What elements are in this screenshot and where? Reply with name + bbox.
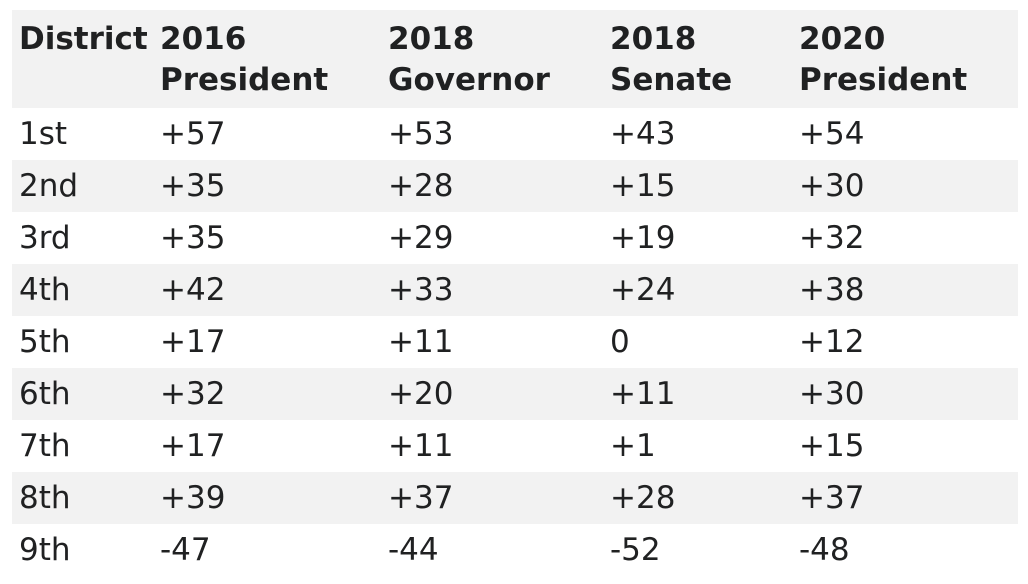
margin-cell: -47 — [153, 524, 381, 576]
header-line: 2018 — [610, 21, 697, 57]
margin-cell: +30 — [792, 368, 1018, 420]
margin-cell: -48 — [792, 524, 1018, 576]
header-line: 2016 — [160, 21, 247, 57]
margin-cell: 0 — [603, 316, 792, 368]
district-cell: 1st — [12, 108, 153, 160]
district-cell: 6th — [12, 368, 153, 420]
margin-cell: +33 — [381, 264, 603, 316]
district-results-table: District 2016 President 2018 Governor 2018… — [12, 10, 1018, 576]
margin-cell: +54 — [792, 108, 1018, 160]
header-2016-president: 2016 President — [153, 10, 381, 108]
margin-cell: +17 — [153, 420, 381, 472]
header-line: President — [799, 62, 968, 98]
margin-cell: +43 — [603, 108, 792, 160]
margin-cell: +1 — [603, 420, 792, 472]
margin-cell: +38 — [792, 264, 1018, 316]
table-row: 2nd +35 +28 +15 +30 — [12, 160, 1018, 212]
margin-cell: +35 — [153, 212, 381, 264]
margin-cell: +17 — [153, 316, 381, 368]
district-cell: 3rd — [12, 212, 153, 264]
margin-cell: -52 — [603, 524, 792, 576]
header-2020-president: 2020 President — [792, 10, 1018, 108]
margin-cell: +37 — [381, 472, 603, 524]
table-row: 1st +57 +53 +43 +54 — [12, 108, 1018, 160]
margin-cell: +11 — [381, 316, 603, 368]
margin-cell: +11 — [603, 368, 792, 420]
header-line: Senate — [610, 62, 733, 98]
table-row: 8th +39 +37 +28 +37 — [12, 472, 1018, 524]
margin-cell: +32 — [792, 212, 1018, 264]
margin-cell: +11 — [381, 420, 603, 472]
margin-cell: +28 — [603, 472, 792, 524]
table-row: 3rd +35 +29 +19 +32 — [12, 212, 1018, 264]
margin-cell: +57 — [153, 108, 381, 160]
margin-cell: +15 — [792, 420, 1018, 472]
margin-cell: +24 — [603, 264, 792, 316]
header-2018-senate: 2018 Senate — [603, 10, 792, 108]
table-body: 1st +57 +53 +43 +54 2nd +35 +28 +15 +30 … — [12, 108, 1018, 576]
table-row: 9th -47 -44 -52 -48 — [12, 524, 1018, 576]
district-cell: 7th — [12, 420, 153, 472]
header-line: 2020 — [799, 21, 886, 57]
margin-cell: +30 — [792, 160, 1018, 212]
results-table-container: District 2016 President 2018 Governor 2018… — [12, 10, 1018, 576]
table-row: 5th +17 +11 0 +12 — [12, 316, 1018, 368]
margin-cell: +19 — [603, 212, 792, 264]
margin-cell: +35 — [153, 160, 381, 212]
margin-cell: +32 — [153, 368, 381, 420]
district-cell: 4th — [12, 264, 153, 316]
district-cell: 8th — [12, 472, 153, 524]
margin-cell: -44 — [381, 524, 603, 576]
header-line: District — [19, 21, 148, 57]
table-row: 4th +42 +33 +24 +38 — [12, 264, 1018, 316]
header-line: 2018 — [388, 21, 475, 57]
table-row: 7th +17 +11 +1 +15 — [12, 420, 1018, 472]
district-cell: 9th — [12, 524, 153, 576]
margin-cell: +37 — [792, 472, 1018, 524]
margin-cell: +15 — [603, 160, 792, 212]
margin-cell: +20 — [381, 368, 603, 420]
header-line: President — [160, 62, 329, 98]
table-row: 6th +32 +20 +11 +30 — [12, 368, 1018, 420]
header-2018-governor: 2018 Governor — [381, 10, 603, 108]
margin-cell: +53 — [381, 108, 603, 160]
margin-cell: +12 — [792, 316, 1018, 368]
margin-cell: +42 — [153, 264, 381, 316]
margin-cell: +29 — [381, 212, 603, 264]
margin-cell: +39 — [153, 472, 381, 524]
header-row: District 2016 President 2018 Governor 2018… — [12, 10, 1018, 108]
header-line: Governor — [388, 62, 550, 98]
margin-cell: +28 — [381, 160, 603, 212]
table-header: District 2016 President 2018 Governor 2018… — [12, 10, 1018, 108]
district-cell: 2nd — [12, 160, 153, 212]
header-district: District — [12, 10, 153, 108]
district-cell: 5th — [12, 316, 153, 368]
